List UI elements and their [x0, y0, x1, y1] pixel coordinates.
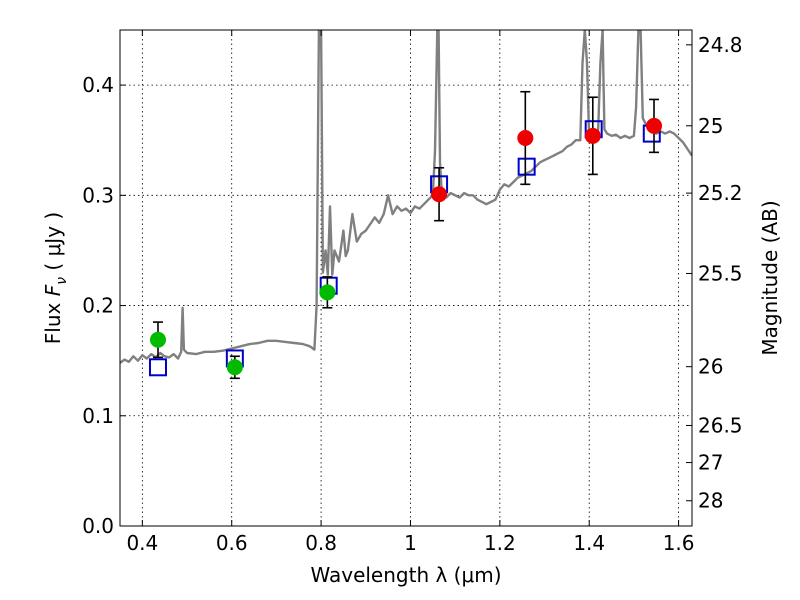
y-tick-label: 0.1: [82, 404, 114, 428]
plot-background: [120, 30, 692, 526]
x-axis-label: Wavelength λ (μm): [310, 563, 501, 587]
optical-data-point: [226, 359, 243, 376]
magnitude-axis-label: Magnitude (AB): [758, 200, 782, 355]
nir-data-point: [517, 130, 534, 147]
model-point: [148, 358, 167, 377]
x-tick-label: 0.4: [126, 531, 158, 555]
x-tick-label: 1.4: [573, 531, 605, 555]
nir-data-point: [584, 127, 601, 144]
magnitude-tick-label: 26.5: [698, 413, 743, 437]
observed-points: [149, 117, 663, 376]
magnitude-tick-label: 26: [698, 355, 723, 379]
y-tick-label: 0.2: [82, 294, 114, 318]
y-tick-label: 0.0: [82, 514, 114, 538]
nir-data-point: [431, 186, 448, 203]
y-tick-label: 0.3: [82, 183, 114, 207]
x-tick-label: 1.2: [484, 531, 516, 555]
x-tick-label: 1.6: [663, 531, 695, 555]
y-axis-label-post: ( μJy ): [41, 212, 65, 277]
x-tick-label: 1: [404, 531, 417, 555]
magnitude-axis-ticks: 24.8 25 25.2 25.5 26 26.5 27 28: [686, 33, 743, 513]
spectrum-line: [120, 30, 692, 364]
y-axis-label-sub: ν: [54, 277, 70, 285]
y-axis-ticks: 0.0 0.1 0.2 0.3 0.4: [82, 73, 126, 538]
optical-data-point: [149, 331, 166, 348]
y-tick-label: 0.4: [82, 73, 114, 97]
magnitude-tick-label: 25.2: [698, 181, 743, 205]
nir-data-point: [646, 117, 663, 134]
y-axis-label: Flux Fν ( μJy ): [41, 212, 70, 344]
optical-data-point: [319, 284, 336, 301]
magnitude-tick-label: 25: [698, 114, 723, 138]
model-point: [517, 157, 536, 176]
y-axis-label-pre: Flux: [41, 296, 65, 344]
magnitude-tick-label: 25.5: [698, 261, 743, 285]
x-tick-label: 0.8: [305, 531, 337, 555]
magnitude-tick-label: 28: [698, 489, 723, 513]
x-tick-label: 0.6: [216, 531, 248, 555]
x-axis-ticks: 0.4 0.6 0.8 1 1.2 1.4 1.6: [126, 30, 695, 555]
plot-frame: [119, 29, 693, 527]
magnitude-tick-label: 24.8: [698, 33, 743, 57]
magnitude-tick-label: 27: [698, 451, 723, 475]
y-axis-label-var: F: [41, 284, 65, 296]
